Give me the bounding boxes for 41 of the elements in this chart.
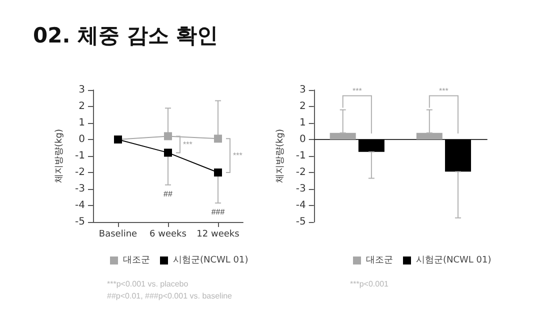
y-tick-label: -1 [296, 150, 306, 162]
point [164, 148, 172, 157]
y-tick-label: -4 [75, 200, 85, 211]
point [164, 132, 172, 140]
y-tick-label: 2 [78, 101, 85, 112]
y-tick-label: 2 [299, 101, 306, 112]
y-tick-label: -1 [75, 150, 85, 162]
y-axis-title: 체지방량(kg) [276, 129, 286, 183]
point [214, 168, 222, 176]
legend-label: 시험군(NCWL 01) [416, 256, 492, 266]
y-tick-label: -5 [296, 216, 306, 228]
x-tick-label: Baseline [98, 230, 138, 240]
legend-label: 시험군(NCWL 01) [173, 256, 248, 266]
annotation: *** [439, 86, 448, 96]
y-tick-label: 0 [299, 134, 306, 145]
x-tick-label: 12 weeks [196, 230, 240, 240]
y-tick-label: -5 [75, 216, 85, 228]
annotation: ### [211, 208, 226, 217]
text: ##p<0.01, ###p<0.001 vs. baseline [107, 292, 233, 300]
text: ***p<0.001 vs. placebo [107, 280, 189, 288]
point [214, 134, 222, 143]
y-axis-title: 체지방량(kg) [54, 129, 65, 183]
y-tick-label: 1 [299, 118, 306, 128]
y-tick-label: -2 [296, 167, 306, 178]
y-tick-label: -4 [296, 200, 306, 211]
text: ***p<0.001 [350, 280, 390, 288]
annotation: *** [352, 86, 362, 96]
y-tick-label: 0 [78, 134, 85, 145]
annotation: *** [233, 151, 242, 160]
annotation: ## [164, 189, 173, 198]
annotation: *** [183, 140, 192, 149]
y-tick-label: 1 [78, 118, 85, 128]
y-tick-label: 3 [299, 84, 306, 96]
y-tick-label: -2 [75, 167, 85, 178]
y-tick-label: -3 [75, 184, 85, 194]
x-tick-label: 6 weeks [150, 230, 187, 240]
chart-title: 02. 체중 감소 확인 [33, 24, 218, 48]
y-tick-label: 3 [78, 84, 85, 96]
y-tick-label: -3 [296, 184, 306, 194]
legend-label: 대조군 [123, 256, 150, 266]
legend-label: 대조군 [366, 256, 393, 266]
